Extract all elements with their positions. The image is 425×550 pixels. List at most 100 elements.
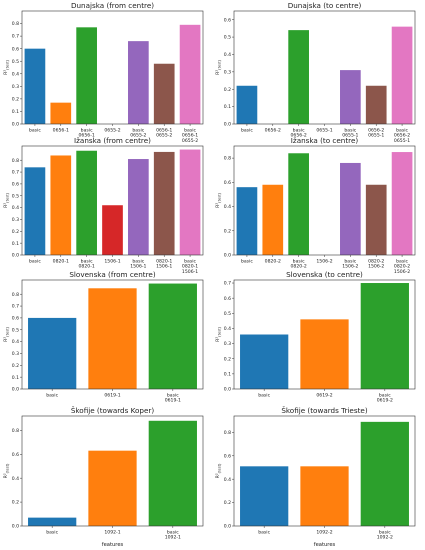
bar-2 <box>88 288 137 389</box>
y-tick-label: 0.1 <box>224 104 231 110</box>
bar-1 <box>28 517 77 526</box>
y-tick-label: 0.6 <box>224 453 231 459</box>
bar-1 <box>240 334 289 389</box>
y-tick-label: 0.7 <box>224 281 231 287</box>
x-axis-label: features <box>314 542 336 548</box>
bar-3 <box>148 420 197 526</box>
y-tick-label: 0.4 <box>224 204 231 210</box>
bar-3 <box>360 283 409 389</box>
y-tick-label: 0.4 <box>224 52 231 58</box>
y-tick-label: 0.6 <box>12 452 19 458</box>
y-axis-label: R²(test) <box>3 60 9 75</box>
bar-5 <box>128 41 149 125</box>
bar-3 <box>148 283 197 389</box>
y-axis-label: R²(test) <box>3 193 9 208</box>
x-tick-label: basic 0656-2 0655-1 <box>394 128 410 144</box>
x-axis-label: features <box>102 542 124 548</box>
x-tick-label: basic <box>46 393 58 399</box>
bar-2 <box>50 102 72 124</box>
chart-title: Škofije (towards Trieste) <box>281 406 368 415</box>
y-tick-label: 0.3 <box>224 341 231 347</box>
x-tick-label: basic <box>241 128 253 134</box>
y-tick-label: 0.0 <box>224 122 231 128</box>
bar-7 <box>179 24 201 124</box>
x-tick-label: 0820-2 <box>265 259 281 265</box>
x-tick-label: 1506-2 <box>316 259 332 265</box>
x-tick-label: basic 0656-1 0655-2 <box>182 128 198 144</box>
y-tick-label: 0.0 <box>12 524 19 530</box>
bar-1 <box>24 167 46 255</box>
y-tick-label: 0.1 <box>12 241 19 247</box>
x-tick-label: basic 0820-2 1506-2 <box>394 259 410 275</box>
y-tick-label: 0.3 <box>12 217 19 223</box>
y-axis-label: R²(test) <box>215 327 221 342</box>
y-axis-label: R²(test) <box>3 463 9 478</box>
y-tick-label: 0.6 <box>12 316 19 322</box>
bar-5 <box>340 162 361 255</box>
bar-2 <box>50 155 72 255</box>
y-axis-label: R²(test) <box>215 60 221 75</box>
x-tick-label: 0619-1 <box>104 393 120 399</box>
bar-4 <box>102 205 123 255</box>
y-tick-label: 0.8 <box>12 158 19 164</box>
x-tick-label: basic 0619-1 <box>165 393 181 404</box>
y-tick-label: 0.2 <box>224 228 231 234</box>
chart-title: Ižanska (to centre) <box>291 136 359 145</box>
y-tick-label: 0.6 <box>224 180 231 186</box>
y-tick-label: 0.4 <box>224 326 231 332</box>
y-tick-label: 0.6 <box>224 17 231 23</box>
y-tick-label: 0.5 <box>12 327 19 333</box>
x-tick-label: basic <box>241 259 253 265</box>
chart-title: Slovenska (to centre) <box>286 270 363 279</box>
x-tick-label: basic 0619-2 <box>377 393 393 404</box>
x-tick-label: basic 0656-2 <box>291 128 307 139</box>
y-axis-label: R²(test) <box>215 463 221 478</box>
chart-title: Dunajska (to centre) <box>288 1 362 10</box>
y-tick-label: 0.3 <box>224 69 231 75</box>
x-tick-label: 0655-1 <box>316 128 332 134</box>
bar-3 <box>288 30 309 124</box>
bar-1 <box>236 85 258 124</box>
y-tick-label: 0.7 <box>12 170 19 176</box>
x-tick-label: 1092-2 <box>316 530 332 536</box>
y-tick-label: 0.8 <box>12 428 19 434</box>
plot-frame <box>233 10 416 125</box>
chart-title: Dunajska (from centre) <box>71 1 154 10</box>
bar-3 <box>288 153 309 255</box>
y-tick-label: 0.0 <box>12 253 19 259</box>
y-tick-label: 0.6 <box>12 46 19 52</box>
chart-title: Škofije (towards Koper) <box>71 406 155 415</box>
bar-3 <box>76 150 97 255</box>
x-tick-label: basic 0655-1 <box>342 128 358 139</box>
x-tick-label: basic <box>29 128 41 134</box>
y-tick-label: 0.1 <box>12 375 19 381</box>
bar-7 <box>391 152 413 255</box>
x-tick-label: basic 1092-1 <box>165 530 181 541</box>
x-tick-label: basic 0655-2 <box>130 128 146 139</box>
y-tick-label: 0.2 <box>224 87 231 93</box>
bar-6 <box>365 184 387 255</box>
x-tick-label: basic 1506-2 <box>342 259 358 270</box>
x-tick-label: 1092-1 <box>104 530 120 536</box>
y-tick-label: 0.4 <box>12 205 19 211</box>
y-tick-label: 0.4 <box>224 477 231 483</box>
x-tick-label: 0656-1 0655-2 <box>156 128 172 139</box>
x-tick-label: basic <box>258 393 270 399</box>
y-tick-label: 0.8 <box>12 292 19 298</box>
y-tick-label: 0.2 <box>12 96 19 102</box>
bar-1 <box>236 187 258 255</box>
x-tick-label: 0820-1 <box>53 259 69 265</box>
x-tick-label: 0656-1 <box>53 128 69 134</box>
x-tick-label: basic 1092-2 <box>377 530 393 541</box>
x-tick-label: basic 0820-1 <box>79 259 95 270</box>
x-tick-label: 1506-1 <box>104 259 120 265</box>
bar-2 <box>300 466 349 526</box>
bar-1 <box>24 48 46 124</box>
y-tick-label: 0.2 <box>224 500 231 506</box>
bar-5 <box>340 70 361 124</box>
